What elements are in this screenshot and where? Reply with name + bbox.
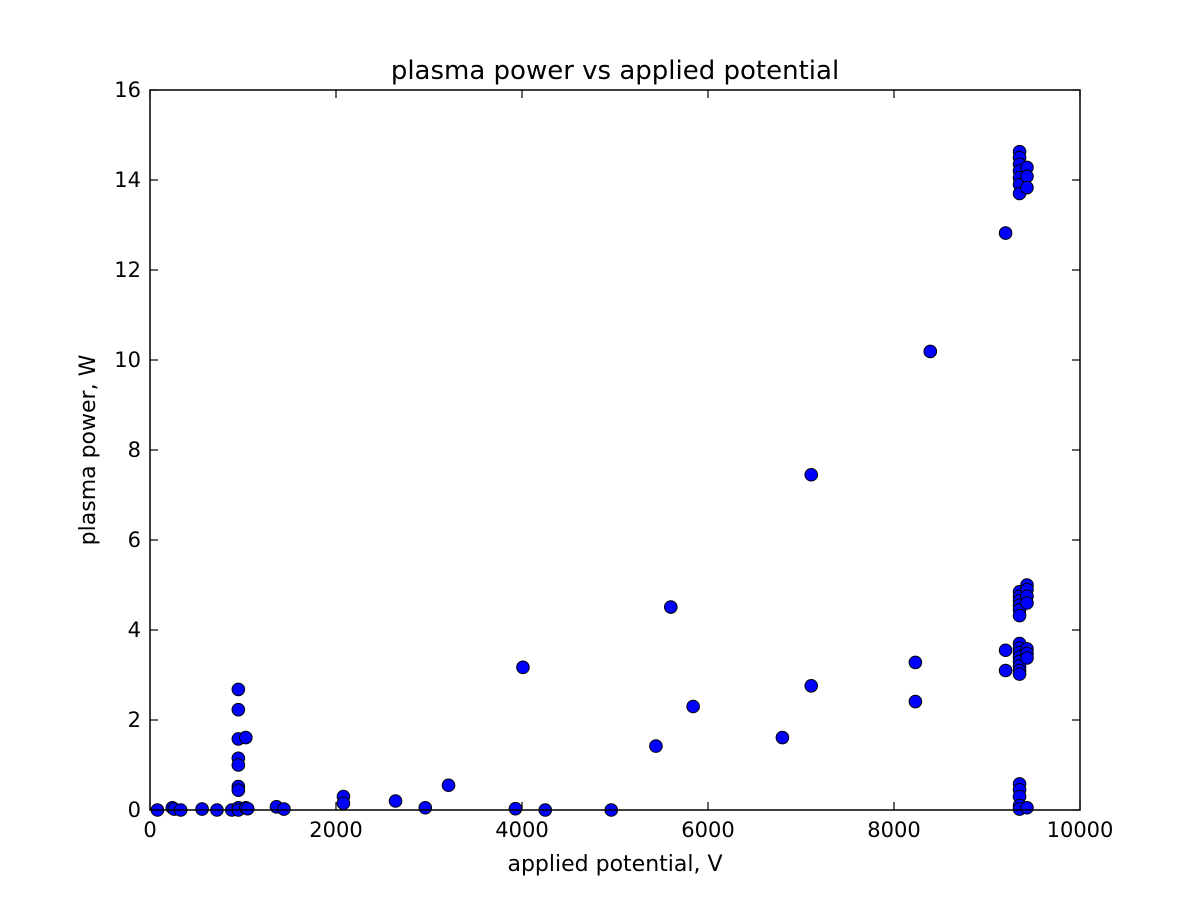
x-tick-label: 0: [143, 818, 156, 842]
y-tick-label: 4: [128, 618, 141, 642]
data-point: [240, 801, 255, 816]
y-tick-label: 10: [114, 348, 141, 372]
data-point: [664, 600, 678, 614]
data-point: [231, 702, 246, 717]
data-point: [998, 643, 1013, 658]
data-point: [998, 226, 1013, 240]
data-point: [804, 679, 819, 693]
data-point: [908, 694, 923, 709]
data-point: [923, 344, 938, 359]
data-point: [1012, 608, 1027, 623]
y-tick-label: 0: [128, 798, 141, 822]
x-tick-label: 8000: [867, 818, 920, 842]
data-point: [1020, 169, 1034, 184]
axes-frame: [149, 89, 1081, 811]
y-tick-label: 2: [128, 708, 141, 732]
y-tick-label: 12: [114, 258, 141, 282]
data-point: [1020, 180, 1034, 195]
data-point: [649, 739, 663, 753]
data-point: [775, 730, 790, 745]
y-tick-label: 16: [114, 78, 141, 102]
data-point: [1020, 596, 1034, 610]
x-tick-label: 4000: [495, 818, 548, 842]
data-point: [277, 802, 291, 816]
data-point: [418, 800, 433, 815]
y-tick-label: 8: [128, 438, 141, 462]
data-point: [336, 796, 351, 811]
data-point: [804, 467, 819, 482]
chart-title: plasma power vs applied potential: [391, 56, 839, 86]
data-point: [1020, 800, 1034, 815]
data-point: [908, 655, 923, 670]
data-point: [231, 682, 246, 697]
data-point: [231, 783, 246, 798]
data-point: [516, 660, 530, 675]
x-tick-label: 6000: [681, 818, 734, 842]
y-axis-label: plasma power, W: [76, 354, 101, 545]
y-tick-label: 6: [128, 528, 141, 552]
data-point: [441, 778, 456, 793]
data-point: [508, 801, 523, 816]
data-point: [998, 663, 1013, 678]
data-point: [686, 699, 700, 714]
x-tick-label: 2000: [309, 818, 362, 842]
data-point: [195, 802, 209, 816]
x-axis-label: applied potential, V: [507, 852, 722, 877]
data-point: [1020, 651, 1034, 665]
axis-ticks: 0 2000 4000 6000 8000 10000 0 2 4 6 8 10 12 14 16: [114, 78, 1113, 842]
data-point: [238, 730, 253, 745]
y-tick-label: 14: [114, 168, 141, 192]
plot-area: [150, 144, 1034, 817]
data-point: [1012, 667, 1027, 681]
x-tick-label: 10000: [1047, 818, 1114, 842]
data-point: [231, 758, 246, 772]
data-point: [388, 794, 403, 808]
